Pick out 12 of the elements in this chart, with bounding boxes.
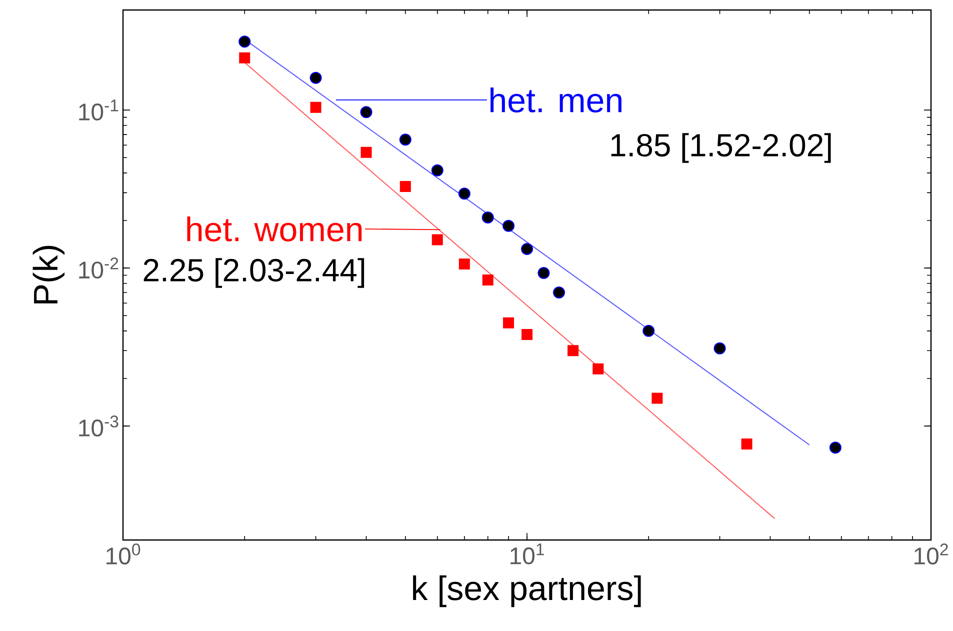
x-tick-label: 10$^{0}$	[106, 544, 140, 565]
annotation: 2.25 [2.03-2.44]	[144, 258, 364, 288]
annotation: het. women	[187, 216, 362, 242]
annotation: 1.85 [1.52-2.02]	[611, 133, 831, 163]
y-tick-label: 10$^{-2}$	[79, 258, 118, 279]
x-axis-title: k [sex partners]	[413, 575, 641, 608]
y-tick-label: 10$^{-3}$	[79, 416, 118, 437]
x-tick-label: 10$^{1}$	[510, 544, 544, 564]
x-tick-label: 10$^{2}$	[914, 544, 948, 565]
y-axis-title: P(k)	[32, 246, 64, 304]
annotation: het. men	[490, 88, 622, 112]
y-tick-label: 10$^{-1}$	[79, 100, 118, 120]
